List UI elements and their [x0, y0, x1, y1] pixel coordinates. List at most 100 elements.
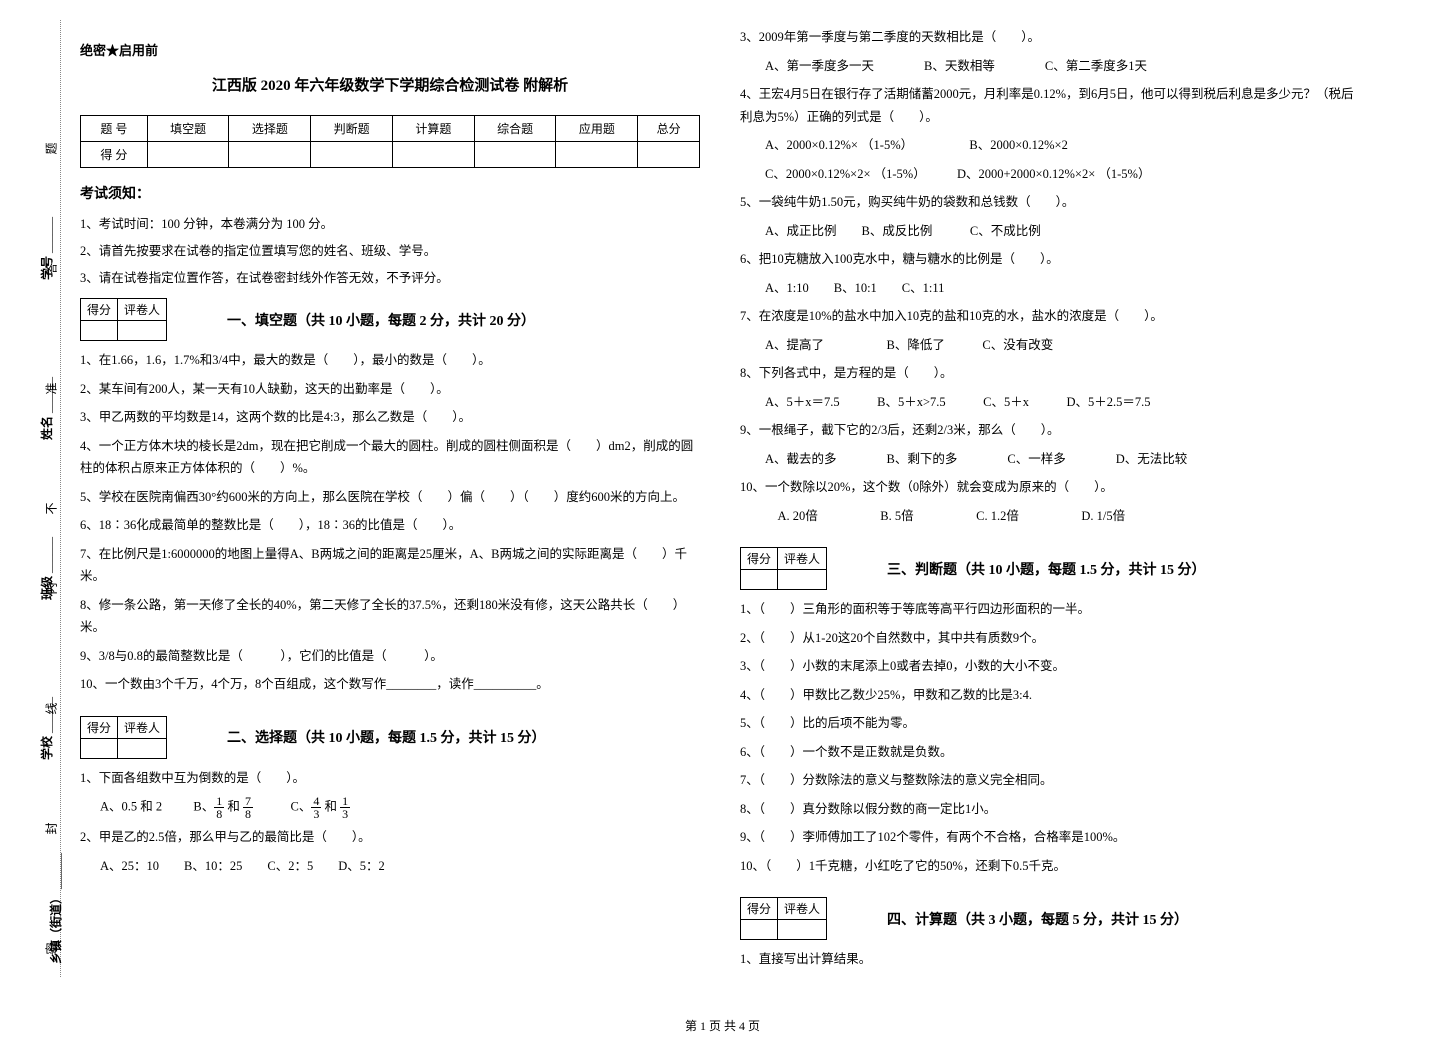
notice-item: 3、请在试卷指定位置作答，在试卷密封线外作答无效，不予评分。 — [80, 267, 700, 286]
section-title: 三、判断题（共 10 小题，每题 1.5 分，共计 15 分） — [887, 559, 1206, 579]
sb: 评卷人 — [118, 299, 167, 321]
section-header: 得分评卷人 二、选择题（共 10 小题，每题 1.5 分，共计 15 分） — [80, 716, 700, 759]
question: 10、一个数除以20%，这个数（0除外）就会变成为原来的（ ）。 — [740, 476, 1360, 499]
notice-item: 1、考试时间：100 分钟，本卷满分为 100 分。 — [80, 213, 700, 232]
options: A、第一季度多一天 B、天数相等 C、第二季度多1天 — [740, 55, 1360, 78]
th: 应用题 — [556, 116, 638, 142]
options: A. 20倍 B. 5倍 C. 1.2倍 D. 1/5倍 — [740, 505, 1360, 528]
question: 1、在1.66，1.6，1.7%和3/4中，最大的数是（ ），最小的数是（ ）。 — [80, 349, 700, 372]
section-title: 四、计算题（共 3 小题，每题 5 分，共计 15 分） — [887, 909, 1188, 929]
section-header: 得分评卷人 一、填空题（共 10 小题，每题 2 分，共计 20 分） — [80, 298, 700, 341]
options: A、5＋x＝7.5 B、5＋x>7.5 C、5＋x D、5＋2.5＝7.5 — [740, 391, 1360, 414]
question: 3、（ ）小数的末尾添上0或者去掉0，小数的大小不变。 — [740, 655, 1360, 678]
td — [474, 142, 556, 168]
question: 5、学校在医院南偏西30°约600米的方向上，那么医院在学校（ ）偏（ ）（ ）… — [80, 486, 700, 509]
question: 7、在比例尺是1:6000000的地图上量得A、B两城之间的距离是25厘米，A、… — [80, 543, 700, 588]
td — [392, 142, 474, 168]
th: 题 号 — [81, 116, 148, 142]
options: A、2000×0.12%× （1-5%） B、2000×0.12%×2 — [740, 134, 1360, 157]
side-label: 姓名 — [40, 416, 54, 440]
binding-sidebar: 乡镇（街道） ______ 学校 ______ 班级 ______ 姓名 ___… — [20, 20, 80, 977]
td: 得 分 — [81, 142, 148, 168]
right-column: 3、2009年第一季度与第二季度的天数相比是（ ）。 A、第一季度多一天 B、天… — [740, 20, 1360, 977]
th: 总分 — [638, 116, 700, 142]
sb-blank — [118, 738, 167, 758]
sb-blank — [741, 920, 778, 940]
sb-blank — [741, 570, 778, 590]
th: 判断题 — [311, 116, 393, 142]
grader-box: 得分评卷人 — [80, 716, 167, 759]
options: A、0.5 和 2 B、18 和 78 C、43 和 13 — [100, 795, 700, 820]
question: 4、一个正方体木块的棱长是2dm，现在把它削成一个最大的圆柱。削成的圆柱侧面积是… — [80, 435, 700, 480]
question: 3、2009年第一季度与第二季度的天数相比是（ ）。 — [740, 26, 1360, 49]
question: 4、（ ）甲数比乙数少25%，甲数和乙数的比是3:4. — [740, 684, 1360, 707]
sb-blank — [81, 738, 118, 758]
seal-mark: 题 — [43, 142, 60, 154]
options: A、25：10 B、10：25 C、2：5 D、5：2 — [100, 855, 700, 878]
seal-mark: 封 — [43, 822, 60, 834]
secret-label: 绝密★启用前 — [80, 40, 700, 59]
notice-item: 2、请首先按要求在试卷的指定位置填写您的姓名、班级、学号。 — [80, 240, 700, 259]
sb: 评卷人 — [778, 898, 827, 920]
table-row: 得 分 — [81, 142, 700, 168]
question: 5、（ ）比的后项不能为零。 — [740, 712, 1360, 735]
question: 9、一根绳子，截下它的2/3后，还剩2/3米，那么（ ）。 — [740, 419, 1360, 442]
opt-c-prefix: C、 — [291, 799, 312, 813]
sb: 得分 — [741, 898, 778, 920]
question: 2、（ ）从1-20这20个自然数中，其中共有质数9个。 — [740, 627, 1360, 650]
options: A、成正比例 B、成反比例 C、不成比例 — [740, 220, 1360, 243]
seal-mark: 密 — [43, 942, 60, 954]
td — [311, 142, 393, 168]
opt-b-prefix: B、 — [193, 799, 214, 813]
question: 6、（ ）一个数不是正数就是负数。 — [740, 741, 1360, 764]
section-header: 得分评卷人 三、判断题（共 10 小题，每题 1.5 分，共计 15 分） — [740, 547, 1360, 590]
side-label: 学校 — [40, 736, 54, 760]
td — [638, 142, 700, 168]
options: C、2000×0.12%×2× （1-5%） D、2000+2000×0.12%… — [740, 163, 1360, 186]
td — [229, 142, 311, 168]
sb-blank — [778, 920, 827, 940]
options: A、截去的多 B、剩下的多 C、一样多 D、无法比较 — [740, 448, 1360, 471]
th: 综合题 — [474, 116, 556, 142]
grader-box: 得分评卷人 — [740, 897, 827, 940]
sb: 得分 — [81, 716, 118, 738]
question: 1、下面各组数中互为倒数的是（ ）。 — [80, 767, 700, 790]
question: 10、一个数由3个千万，4个万，8个百组成，这个数写作________，读作__… — [80, 673, 700, 696]
question: 2、某车间有200人，某一天有10人缺勤，这天的出勤率是（ ）。 — [80, 378, 700, 401]
grader-box: 得分评卷人 — [80, 298, 167, 341]
section-title: 二、选择题（共 10 小题，每题 1.5 分，共计 15 分） — [227, 727, 546, 747]
section-header: 得分评卷人 四、计算题（共 3 小题，每题 5 分，共计 15 分） — [740, 897, 1360, 940]
page-footer: 第 1 页 共 4 页 — [20, 1017, 1425, 1034]
section-title: 一、填空题（共 10 小题，每题 2 分，共计 20 分） — [227, 310, 535, 330]
seal-mark: 准 — [43, 382, 60, 394]
question: 5、一袋纯牛奶1.50元，购买纯牛奶的袋数和总钱数（ ）。 — [740, 191, 1360, 214]
sb: 评卷人 — [118, 716, 167, 738]
sb-blank — [778, 570, 827, 590]
question: 2、甲是乙的2.5倍，那么甲与乙的最简比是（ ）。 — [80, 826, 700, 849]
options: A、1:10 B、10:1 C、1:11 — [740, 277, 1360, 300]
seal-mark: 答 — [43, 262, 60, 274]
th: 选择题 — [229, 116, 311, 142]
question: 1、（ ）三角形的面积等于等底等高平行四边形面积的一半。 — [740, 598, 1360, 621]
td — [147, 142, 229, 168]
score-table: 题 号 填空题 选择题 判断题 计算题 综合题 应用题 总分 得 分 — [80, 115, 700, 168]
question: 6、18∶36化成最简单的整数比是（ ），18∶36的比值是（ ）。 — [80, 514, 700, 537]
seal-mark: 内 — [43, 582, 60, 594]
question: 4、王宏4月5日在银行存了活期储蓄2000元，月利率是0.12%，到6月5日，他… — [740, 83, 1360, 128]
question: 3、甲乙两数的平均数是14，这两个数的比是4:3，那么乙数是（ ）。 — [80, 406, 700, 429]
and: 和 — [224, 799, 243, 813]
question: 7、在浓度是10%的盐水中加入10克的盐和10克的水，盐水的浓度是（ ）。 — [740, 305, 1360, 328]
and: 和 — [321, 799, 340, 813]
question: 9、3/8与0.8的最简整数比是（ ），它们的比值是（ ）。 — [80, 645, 700, 668]
question: 1、直接写出计算结果。 — [740, 948, 1360, 971]
seal-mark: 线 — [43, 702, 60, 714]
question: 9、（ ）李师傅加工了102个零件，有两个不合格，合格率是100%。 — [740, 826, 1360, 849]
sb: 评卷人 — [778, 548, 827, 570]
sb-blank — [81, 321, 118, 341]
sb-blank — [118, 321, 167, 341]
question: 8、下列各式中，是方程的是（ ）。 — [740, 362, 1360, 385]
question: 10、（ ）1千克糖，小红吃了它的50%，还剩下0.5千克。 — [740, 855, 1360, 878]
sb: 得分 — [741, 548, 778, 570]
sb: 得分 — [81, 299, 118, 321]
th: 填空题 — [147, 116, 229, 142]
